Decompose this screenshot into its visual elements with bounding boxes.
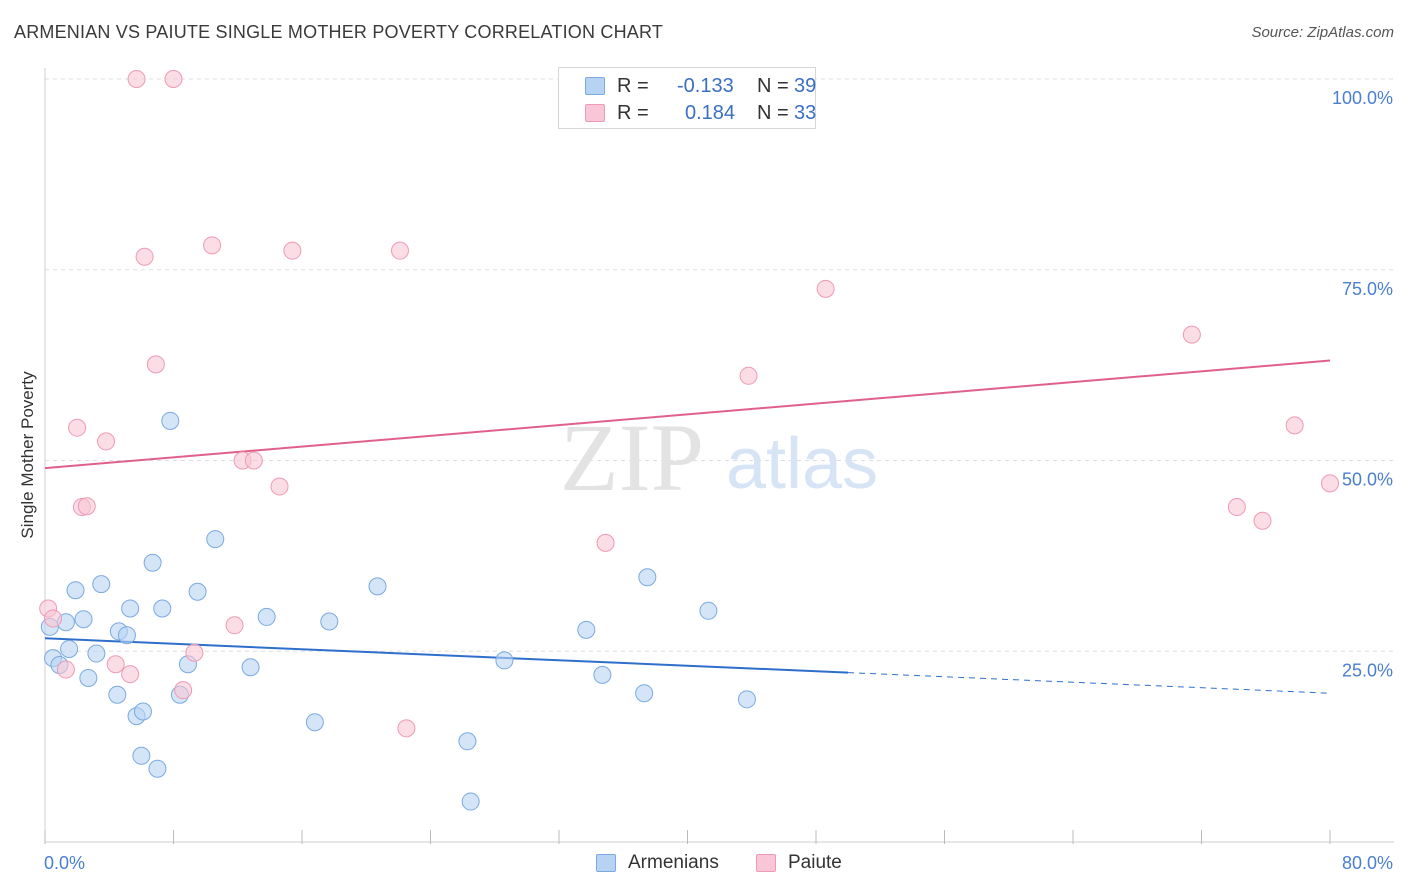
- r-label: R =: [617, 102, 649, 124]
- x-tick-label: 80.0%: [1342, 853, 1393, 873]
- source-label: Source: ZipAtlas.com: [1251, 24, 1394, 41]
- tick-labels: 25.0% 50.0% 75.0% 100.0% 0.0% 80.0%: [44, 88, 1393, 873]
- axes: [44, 68, 1394, 844]
- armenians-point: [87, 644, 106, 663]
- armenians-legend-swatch: [596, 854, 616, 872]
- armenians-point: [133, 702, 152, 721]
- armenians-point: [79, 668, 98, 687]
- watermark-zip: ZIP: [560, 404, 704, 511]
- y-tick-label: 75.0%: [1342, 279, 1393, 299]
- paiute-n-value: 33: [794, 102, 817, 124]
- armenians-point: [117, 626, 136, 645]
- armenians-point: [92, 575, 111, 594]
- paiute-point: [174, 681, 193, 700]
- armenians-point: [188, 582, 207, 601]
- armenians-trend-line: [44, 637, 849, 674]
- armenians-point: [153, 599, 172, 618]
- y-axis-label: Single Mother Poverty: [18, 371, 37, 539]
- paiute-r-value: 0.184: [685, 102, 736, 124]
- paiute-point: [56, 660, 75, 679]
- paiute-point: [185, 643, 204, 662]
- paiute-legend-label: Paiute: [788, 852, 842, 873]
- paiute-point: [244, 451, 263, 470]
- paiute-point: [1253, 511, 1272, 530]
- correlation-legend: R = -0.133 N = 39 R = 0.184 N = 33: [558, 67, 816, 129]
- armenians-point: [161, 411, 180, 430]
- paiute-point: [390, 241, 409, 260]
- armenians-point: [257, 607, 276, 626]
- paiute-point: [68, 418, 87, 437]
- paiute-point: [270, 477, 289, 496]
- armenians-legend-label: Armenians: [628, 852, 719, 873]
- paiute-point: [1321, 474, 1339, 493]
- armenians-point: [368, 577, 387, 596]
- armenians-point: [635, 684, 654, 703]
- armenians-point: [458, 732, 477, 751]
- armenians-point: [241, 658, 260, 677]
- watermark-atlas: atlas: [726, 424, 878, 504]
- paiute-point: [203, 236, 222, 255]
- paiute-point: [164, 70, 183, 88]
- armenians-point: [461, 792, 480, 811]
- paiute-point: [77, 497, 96, 516]
- armenians-n-value: 39: [794, 75, 817, 97]
- paiute-point: [596, 533, 615, 552]
- paiute-point: [44, 609, 63, 628]
- paiute-point: [135, 247, 154, 266]
- paiute-point: [106, 655, 125, 674]
- armenians-point: [593, 665, 612, 684]
- armenians-point: [638, 568, 657, 587]
- armenians-point: [320, 612, 339, 631]
- y-tick-label: 25.0%: [1342, 660, 1393, 680]
- paiute-trend-line: [44, 359, 1331, 470]
- y-tick-label: 50.0%: [1342, 470, 1393, 490]
- armenians-point: [108, 685, 127, 704]
- armenians-point: [148, 759, 167, 778]
- armenians-point: [495, 651, 514, 670]
- armenians-trend-extension: [848, 672, 1331, 694]
- armenians-point: [206, 530, 225, 549]
- paiute-point: [97, 432, 116, 451]
- armenians-point: [737, 690, 756, 709]
- armenians-point: [132, 746, 151, 765]
- armenians-point: [121, 599, 140, 618]
- paiute-point: [1182, 325, 1201, 344]
- paiute-point: [397, 719, 416, 738]
- y-tick-label: 100.0%: [1332, 88, 1393, 108]
- paiute-point: [1285, 416, 1304, 435]
- paiute-point: [225, 616, 244, 635]
- paiute-point: [146, 355, 165, 374]
- armenians-point: [305, 713, 324, 732]
- paiute-legend-swatch: [756, 854, 776, 872]
- trend-lines: [44, 359, 1331, 694]
- paiute-point: [127, 70, 146, 88]
- chart-title: ARMENIAN VS PAIUTE SINGLE MOTHER POVERTY…: [14, 22, 664, 42]
- gridlines: [45, 78, 1394, 652]
- n-label: N =: [757, 75, 789, 97]
- armenians-r-value: -0.133: [677, 75, 734, 97]
- paiute-point: [121, 665, 140, 684]
- armenians-point: [699, 601, 718, 620]
- armenians-point: [74, 610, 93, 629]
- paiute-swatch: [585, 104, 605, 122]
- armenians-point: [60, 639, 79, 658]
- n-label: N =: [757, 102, 789, 124]
- armenians-point: [577, 620, 596, 639]
- armenians-swatch: [585, 77, 605, 95]
- paiute-point: [1227, 498, 1246, 517]
- paiute-point: [739, 366, 758, 385]
- r-label: R =: [617, 75, 649, 97]
- x-tick-label: 0.0%: [44, 853, 85, 873]
- paiute-point: [816, 279, 835, 298]
- armenians-point: [66, 581, 85, 600]
- armenians-point: [143, 553, 162, 572]
- paiute-point: [283, 241, 302, 260]
